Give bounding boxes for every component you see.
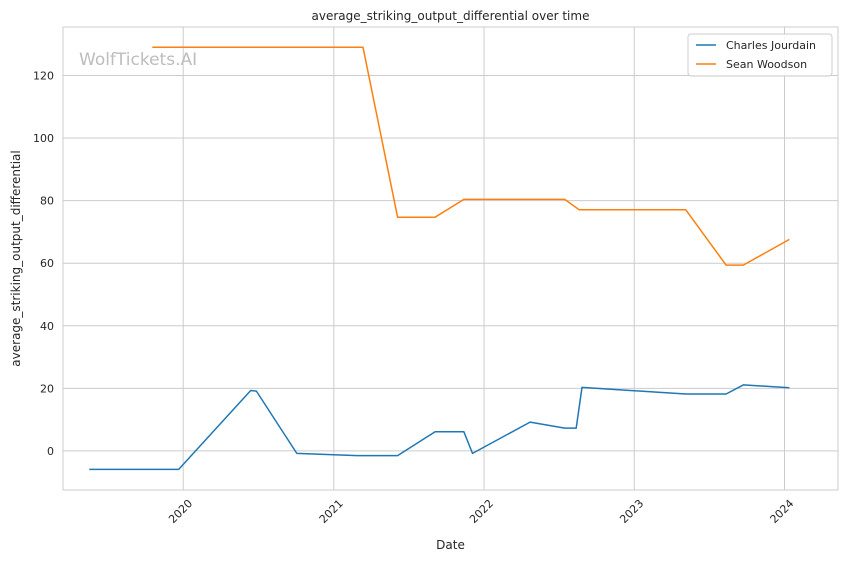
x-axis-title: Date: [436, 538, 465, 552]
y-tick-labels: 0 20 40 60 80 100 120: [33, 69, 54, 457]
series-line-1: [89, 384, 790, 471]
y-tick-label: 100: [33, 132, 54, 145]
y-tick-label: 80: [40, 195, 54, 208]
legend-label: Charles Jourdain: [726, 39, 816, 52]
y-tick-label: 0: [47, 445, 54, 458]
y-tick-label: 40: [40, 320, 54, 333]
grid: [63, 27, 838, 490]
plot-frame: [62, 26, 839, 491]
y-axis-title: average_striking_output_differential: [9, 150, 23, 366]
legend: Charles Jourdain Sean Woodson: [687, 33, 833, 77]
series-line-2: [152, 46, 790, 266]
watermark: WolfTickets.AI: [79, 50, 197, 70]
legend-label: Sean Woodson: [726, 58, 807, 71]
series-layer: [89, 46, 790, 471]
chart-title: average_striking_output_differential ove…: [312, 9, 590, 23]
y-tick-label: 120: [33, 69, 54, 82]
legend-box: [687, 33, 833, 77]
y-tick-label: 20: [40, 382, 54, 395]
y-tick-label: 60: [40, 257, 54, 270]
